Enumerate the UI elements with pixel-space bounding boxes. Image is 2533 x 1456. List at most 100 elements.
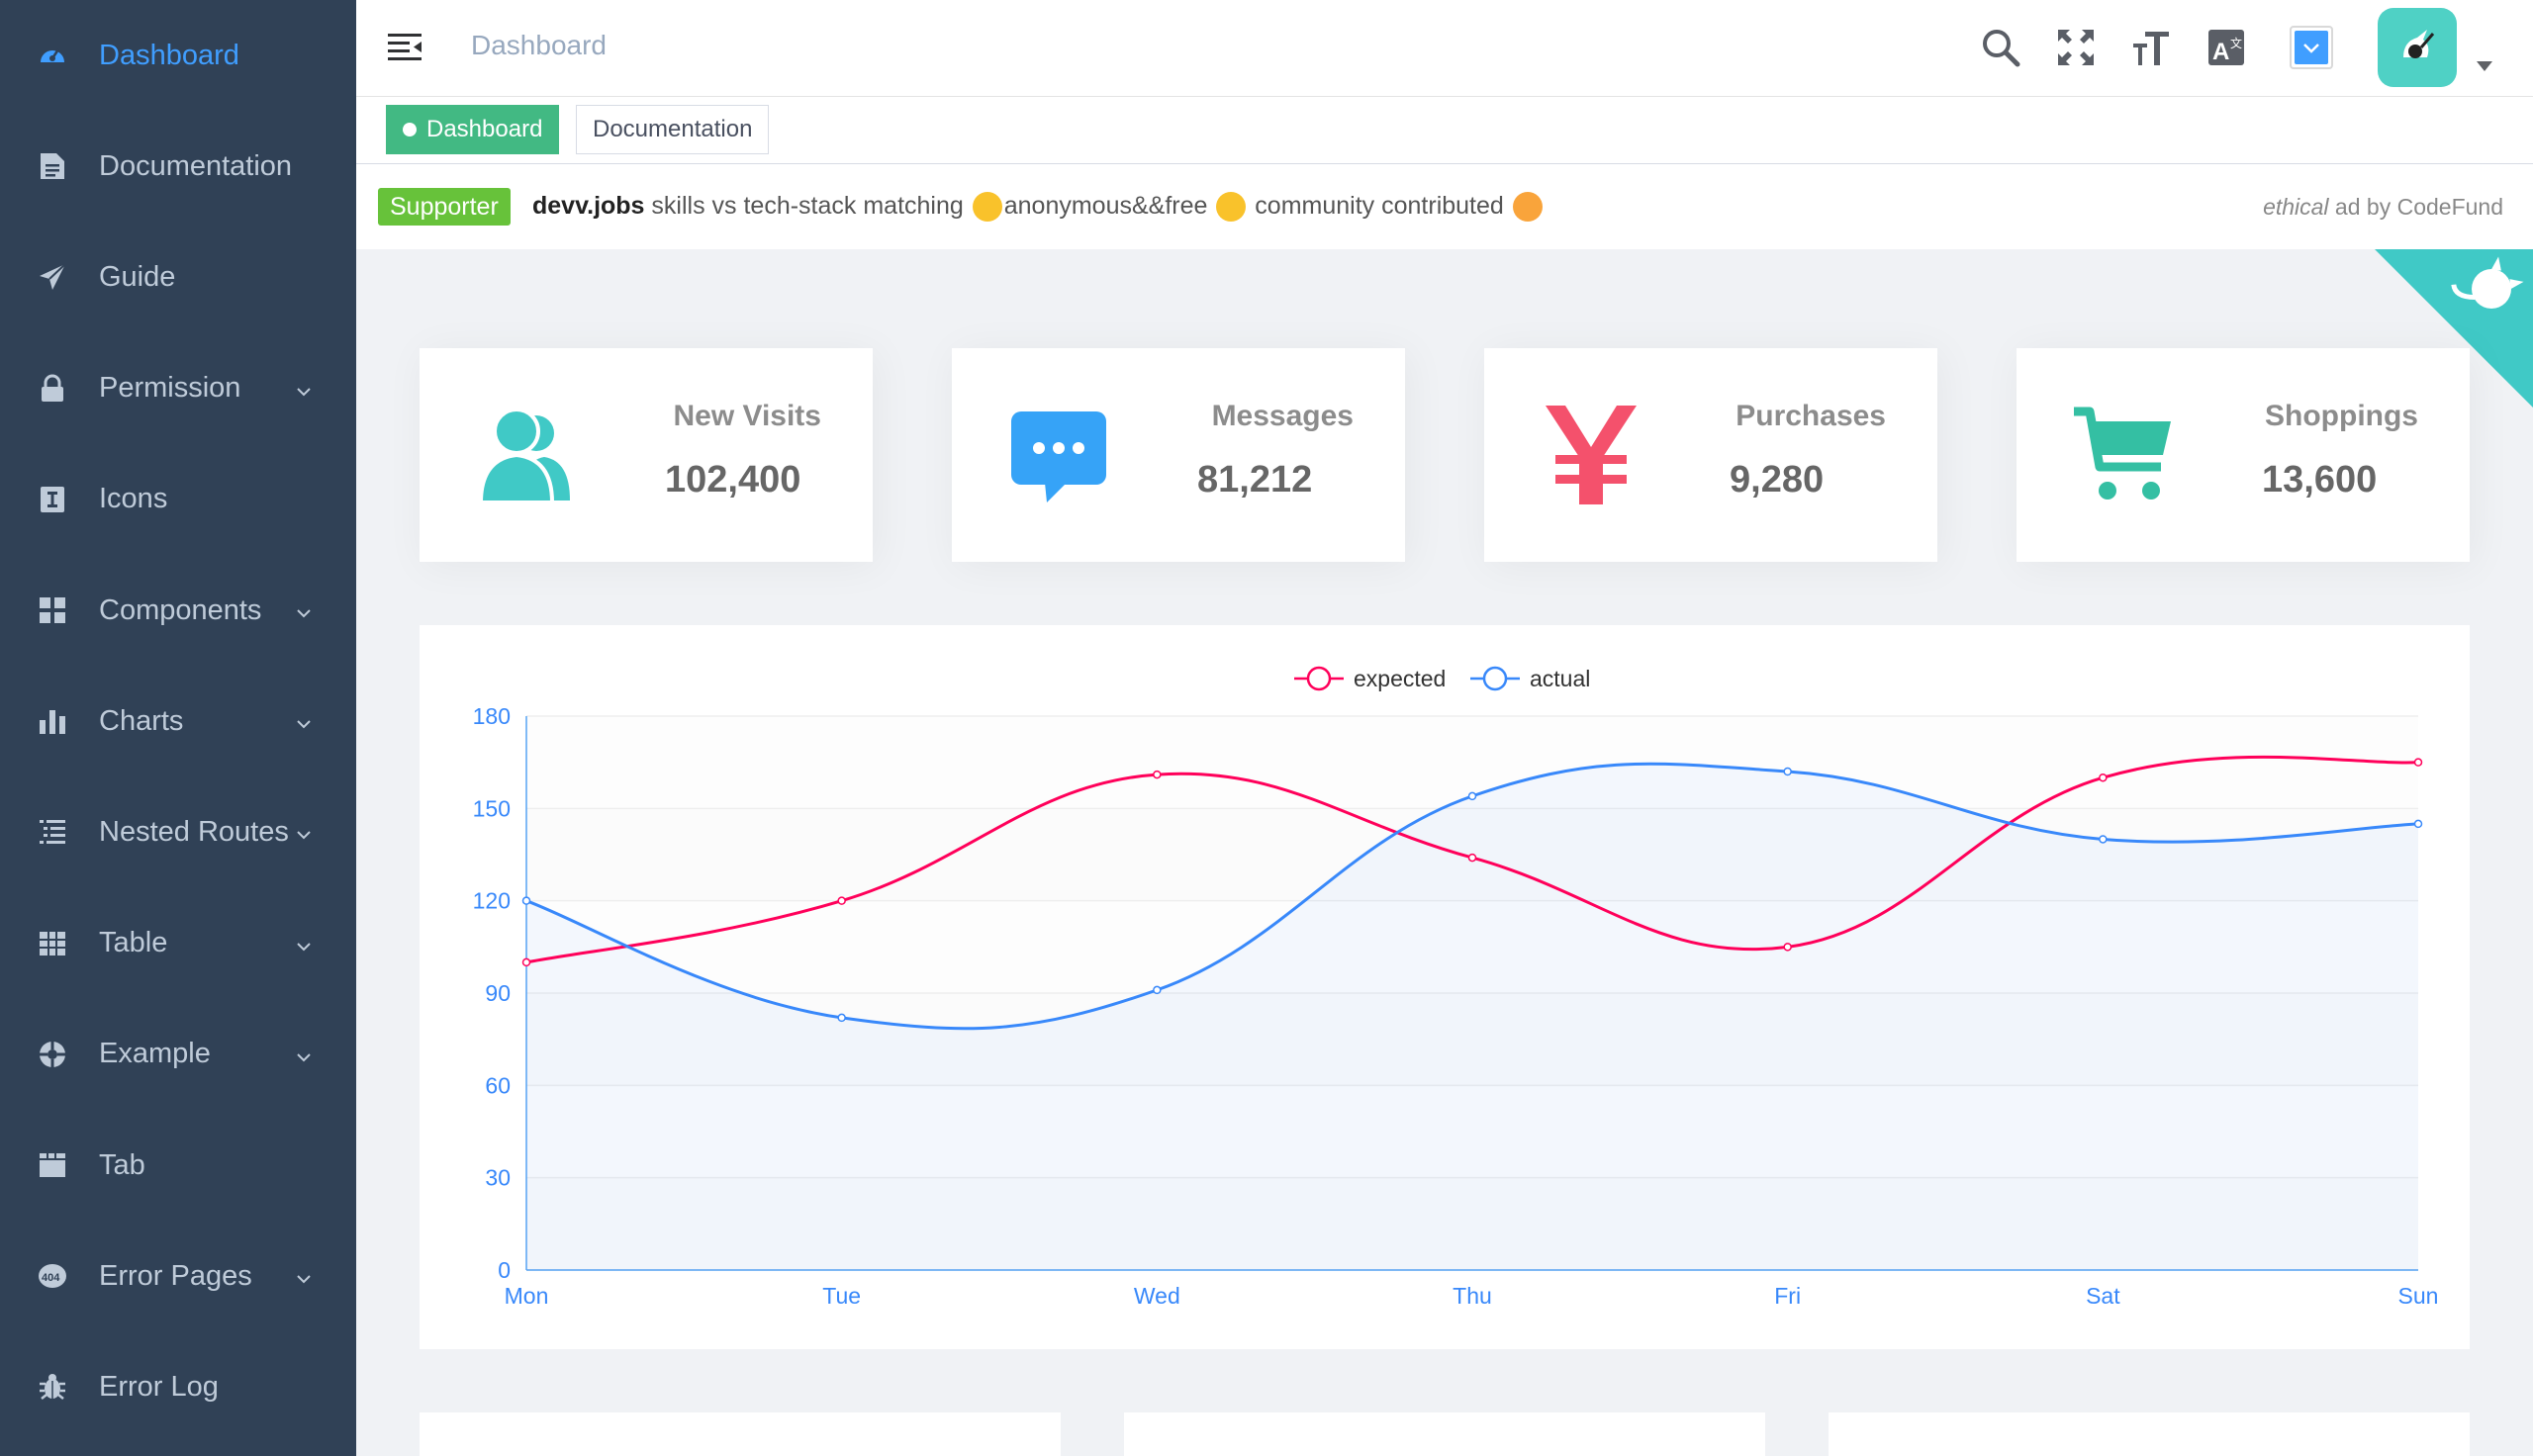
data-point-actual	[1467, 791, 1477, 801]
language-icon[interactable]: A 文	[2205, 26, 2248, 69]
sidebar-item-example[interactable]: Example	[0, 999, 356, 1110]
sidebar-item-label: Error Log	[99, 1370, 219, 1403]
components-icon	[36, 593, 69, 627]
breadcrumb: Dashboard	[471, 30, 607, 60]
legend-item-expected[interactable]: expected	[1294, 666, 1446, 691]
404-icon: 404	[36, 1259, 69, 1293]
navbar: Dashboard A 文	[356, 0, 2533, 97]
ad-bar: Supporter devv.jobs skills vs tech-stack…	[356, 164, 2533, 249]
stat-card-messages[interactable]: Messages 81,212	[952, 348, 1405, 562]
stat-card-purchases[interactable]: Purchases 9,280	[1484, 348, 1937, 562]
tag-dashboard[interactable]: Dashboard	[386, 105, 560, 154]
dashboard-icon	[36, 39, 69, 72]
card-title: New Visits	[673, 400, 821, 432]
stat-card-new-visits[interactable]: New Visits 102,400	[420, 348, 873, 562]
y-tick-label: 0	[498, 1257, 511, 1283]
line-chart: 0 30 60 90 120 150 180 Mon Tue Wed Thu Fri Sat Sun exp…	[473, 666, 2439, 1309]
sidebar-item-error-pages[interactable]: 404 Error Pages	[0, 1221, 356, 1331]
card-value: 81,212	[1197, 459, 1313, 500]
sidebar-item-label: Error Pages	[99, 1259, 252, 1292]
supporter-badge[interactable]: Supporter	[378, 188, 511, 226]
svg-text:404: 404	[42, 1272, 60, 1284]
y-tick-label: 90	[485, 980, 511, 1006]
avatar[interactable]	[2378, 8, 2457, 87]
ad-text-1: skills vs tech-stack matching	[644, 192, 971, 220]
data-point-expected	[2413, 758, 2423, 767]
card-title: Purchases	[1736, 400, 1886, 432]
split-area	[526, 993, 2418, 1086]
table-icon	[36, 927, 69, 960]
sidebar-item-dashboard[interactable]: Dashboard	[0, 0, 356, 111]
data-point-actual	[2413, 819, 2423, 829]
thinking-emoji-icon	[972, 192, 1002, 223]
x-tick-label: Sun	[2398, 1283, 2439, 1309]
tag-documentation[interactable]: Documentation	[576, 105, 770, 154]
data-point-expected	[837, 896, 846, 905]
sidebar-item-label: Permission	[99, 372, 241, 405]
data-point-actual	[2099, 835, 2108, 844]
font-size-icon[interactable]	[2129, 26, 2173, 69]
data-point-expected	[1467, 853, 1477, 863]
x-tick-label: Mon	[505, 1283, 549, 1309]
ad-text[interactable]: devv.jobs skills vs tech-stack matching …	[532, 192, 1545, 223]
fullscreen-icon[interactable]	[2054, 26, 2098, 69]
sidebar-item-error-log[interactable]: Error Log	[0, 1331, 356, 1442]
documentation-icon	[36, 149, 69, 183]
legend-item-actual[interactable]: actual	[1470, 666, 1590, 691]
card-title: Shoppings	[2265, 400, 2418, 432]
message-icon	[1005, 402, 1112, 508]
sidebar-item-label: Example	[99, 1038, 211, 1070]
tag-label: Dashboard	[426, 116, 543, 142]
y-tick-label: 30	[485, 1165, 511, 1191]
hamburger-icon[interactable]	[386, 30, 425, 65]
legend-label: expected	[1354, 666, 1446, 691]
legend-label: actual	[1530, 666, 1590, 691]
card-value: 102,400	[665, 459, 801, 500]
data-point-actual	[521, 896, 531, 905]
stat-card-shoppings[interactable]: Shoppings 13,600	[2017, 348, 2470, 562]
sidebar-item-icons[interactable]: Icons	[0, 444, 356, 555]
active-dot-icon	[403, 123, 417, 136]
sidebar-item-label: Nested Routes	[99, 815, 289, 848]
ad-attribution[interactable]: ethical ad by CodeFund	[2263, 194, 2503, 221]
github-corner-icon[interactable]	[2375, 249, 2533, 408]
y-tick-label: 120	[473, 888, 511, 914]
chevron-down-icon[interactable]	[2477, 61, 2492, 71]
sidebar-item-permission[interactable]: Permission	[0, 333, 356, 444]
icons-icon	[36, 483, 69, 516]
nested-icon	[36, 815, 69, 849]
data-point-actual	[1783, 767, 1792, 776]
ad-by-italic: ethical	[2263, 194, 2329, 220]
sidebar-item-label: Guide	[99, 260, 176, 293]
theme-picker-icon[interactable]	[2290, 26, 2333, 69]
sidebar-item-guide[interactable]: Guide	[0, 222, 356, 332]
data-point-expected	[1153, 770, 1162, 779]
chevron-down-icon	[293, 821, 315, 843]
tag-label: Documentation	[593, 116, 753, 142]
sidebar-item-label: Components	[99, 593, 262, 626]
data-point-expected	[2099, 773, 2108, 782]
chevron-down-icon	[293, 933, 315, 955]
tags-view: Dashboard Documentation	[356, 97, 2533, 164]
chevron-down-icon	[293, 710, 315, 732]
pie-chart-panel	[1124, 1412, 1765, 1456]
sidebar-item-components[interactable]: Components	[0, 555, 356, 666]
sidebar-item-nested-routes[interactable]: Nested Routes	[0, 776, 356, 887]
tab-icon	[36, 1148, 69, 1182]
sidebar-item-label: Tab	[99, 1148, 145, 1181]
sidebar-item-tab[interactable]: Tab	[0, 1110, 356, 1221]
x-tick-label: Thu	[1453, 1283, 1492, 1309]
sidebar-item-label: Icons	[99, 483, 168, 515]
sidebar-item-documentation[interactable]: Documentation	[0, 111, 356, 222]
ad-text-2: anonymous&&free	[1003, 192, 1215, 220]
sidebar-item-label: Charts	[99, 704, 184, 737]
sidebar-item-charts[interactable]: Charts	[0, 666, 356, 776]
chevron-down-icon	[293, 1265, 315, 1287]
lock-icon	[36, 372, 69, 406]
guide-icon	[36, 260, 69, 294]
split-area	[526, 1085, 2418, 1178]
sidebar-item-table[interactable]: Table	[0, 888, 356, 999]
search-icon[interactable]	[1979, 26, 2022, 69]
ad-by-rest: ad by CodeFund	[2328, 194, 2503, 220]
line-chart-panel: 0 30 60 90 120 150 180 Mon Tue Wed Thu Fri Sat Sun exp…	[420, 625, 2470, 1349]
